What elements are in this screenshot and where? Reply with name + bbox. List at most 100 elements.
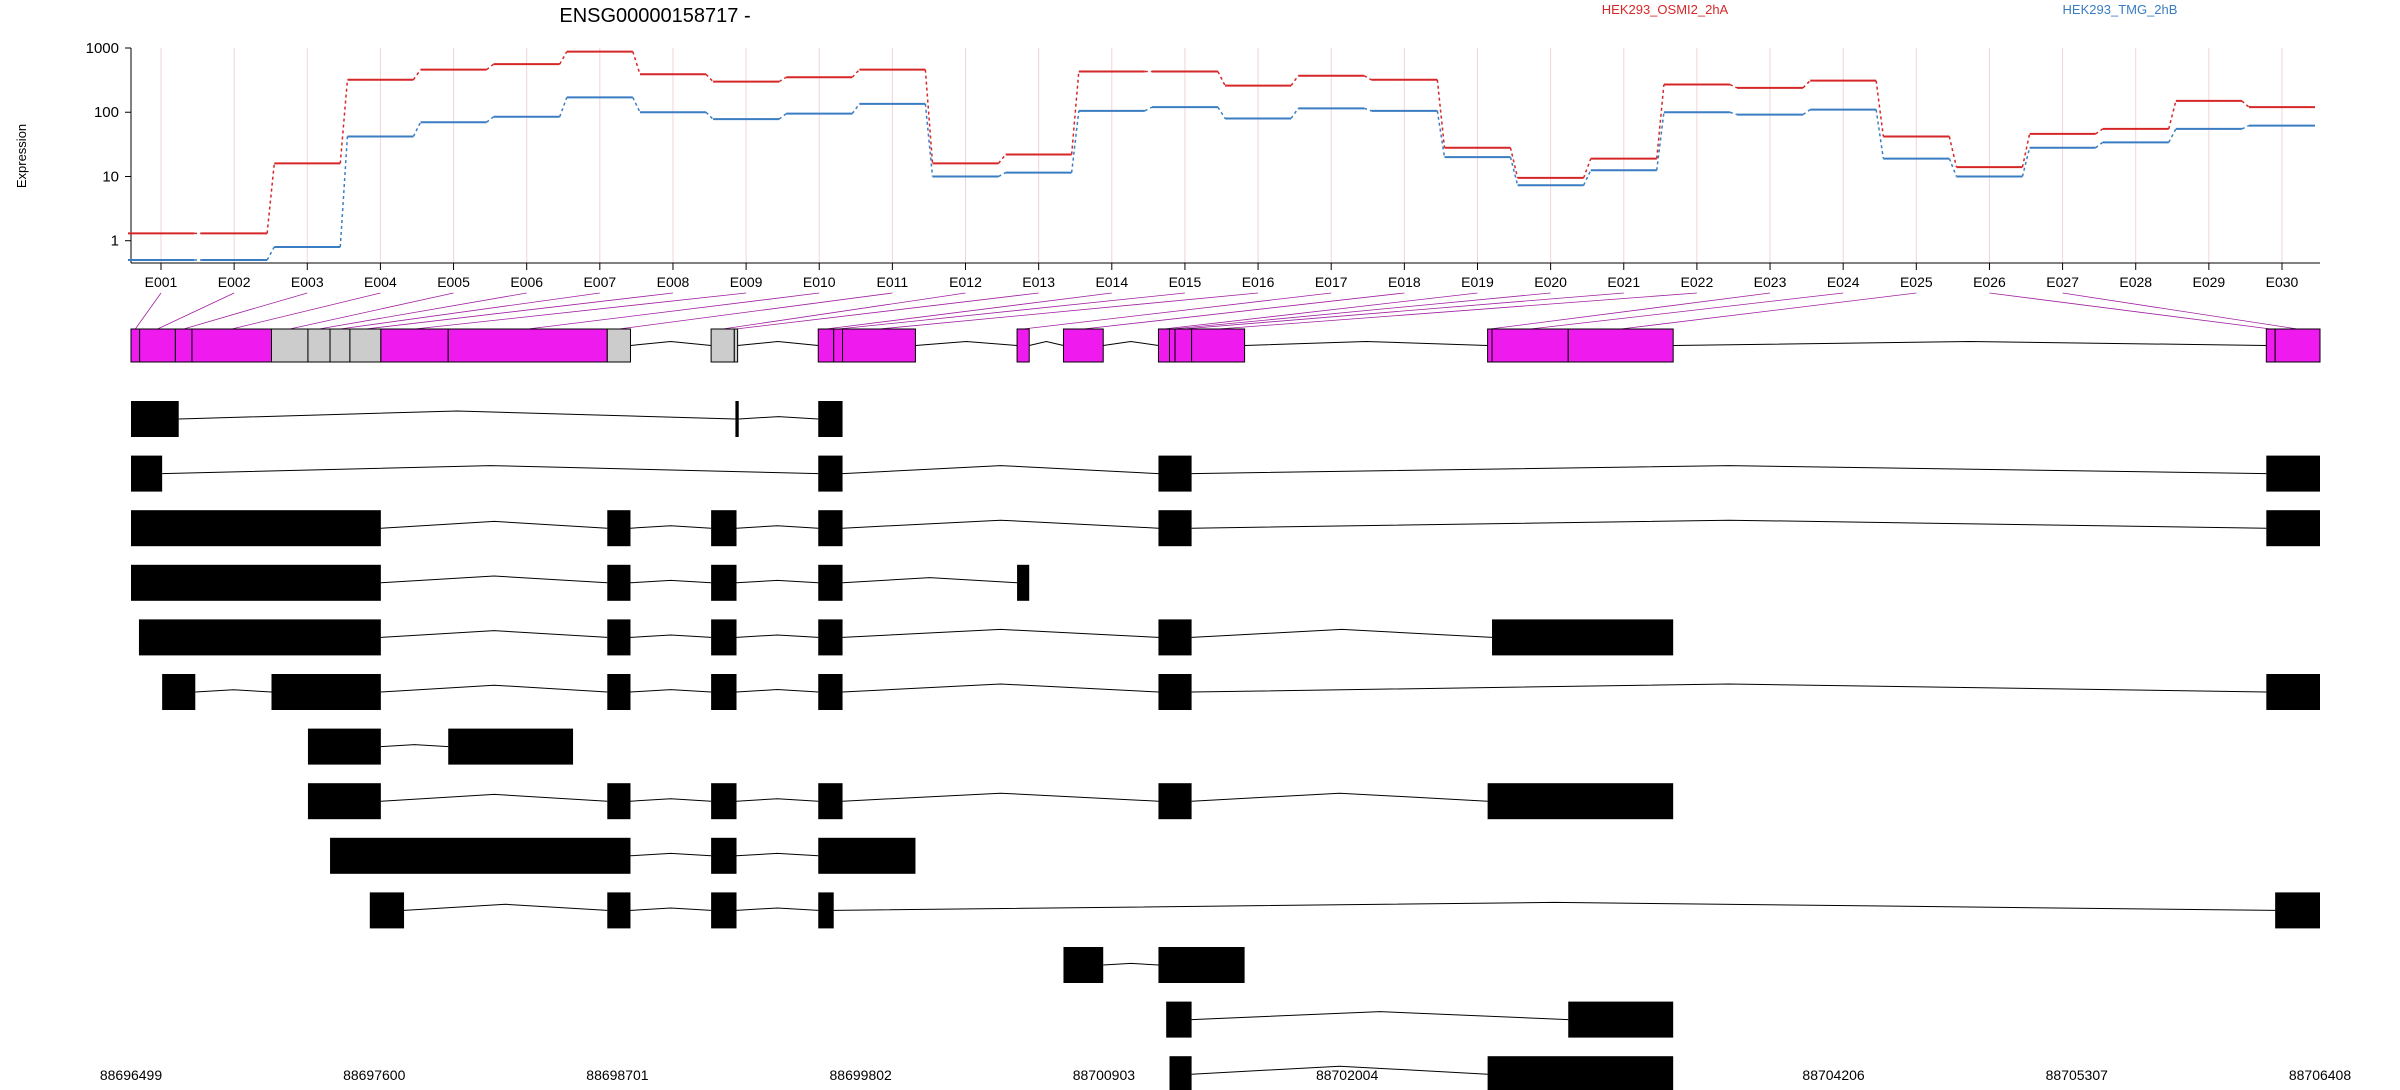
exon-bin (174, 328, 193, 363)
transcript-intron (842, 628, 1159, 638)
exon-connector (1989, 292, 2271, 330)
transcript-exon (1158, 510, 1192, 547)
exon-connector (231, 292, 381, 330)
legend-entry-tmg: HEK293_TMG_2hB (2063, 2, 2178, 17)
transcript-exon (818, 510, 843, 547)
transcript-exon (711, 510, 737, 547)
x-tick-label: E016 (1242, 274, 1275, 290)
coordinate-label: 88699802 (830, 1067, 893, 1083)
series-tmg-connector (1363, 107, 1372, 112)
transcript-intron (380, 520, 608, 529)
series-tmg-connector (632, 97, 641, 113)
transcript-exon (271, 674, 381, 710)
transcript-exon (818, 892, 834, 929)
x-tick-label: E017 (1315, 274, 1348, 290)
series-osmi2-connector (632, 51, 641, 75)
exon-connector (1183, 292, 1624, 330)
expression-series (128, 50, 2315, 262)
exon-bin (447, 328, 608, 363)
exon-bin (733, 328, 739, 363)
transcript-exon (1158, 947, 1245, 983)
exon-connector (722, 292, 966, 330)
exon-connector (735, 292, 1039, 330)
series-osmi2-connector (412, 69, 422, 81)
exon-bin (329, 328, 351, 363)
series-osmi2-connector (1948, 136, 1958, 168)
transcript-exon (162, 674, 196, 710)
exon-bin (1174, 328, 1193, 363)
coordinate-label: 88700903 (1073, 1067, 1136, 1083)
coordinate-label: 88698701 (586, 1067, 649, 1083)
transcript-exon (2266, 510, 2320, 547)
y-tick-label: 1000 (86, 40, 119, 57)
transcript-intron (630, 907, 712, 911)
transcript-intron (842, 577, 1018, 584)
coordinate-label: 88705307 (2046, 1067, 2109, 1083)
transcript-intron (842, 683, 1159, 693)
transcript-row (1166, 1001, 1674, 1038)
transcript-exon (711, 674, 737, 710)
x-tick-label: E002 (218, 274, 251, 290)
exon-connector (838, 292, 1185, 330)
transcript-exon (818, 455, 843, 492)
exon-connector (414, 292, 747, 330)
series-osmi2-connector (924, 69, 934, 164)
x-tick-label: E004 (364, 274, 397, 290)
exon-bin (842, 328, 916, 363)
exon-connector (2062, 292, 2298, 330)
exon-connector (1023, 292, 1332, 330)
transcript-exon (818, 783, 843, 820)
exon-connector (157, 292, 235, 330)
transcript-intron (1191, 465, 2267, 475)
transcript-exon (2266, 455, 2320, 492)
series-osmi2-connector (2241, 100, 2250, 108)
x-tick-label: E005 (437, 274, 470, 290)
intron-line (1673, 340, 2267, 346)
exon-connector (878, 292, 1259, 330)
transcript-intron (178, 410, 736, 420)
transcript-intron (736, 907, 819, 911)
transcript-exon (818, 837, 916, 874)
series-osmi2-connector (778, 76, 787, 83)
transcript-exon (1568, 1001, 1674, 1038)
series-osmi2-connector (1217, 71, 1226, 86)
exon-bin (1016, 328, 1030, 363)
transcript-intron (736, 634, 819, 638)
transcript-exon (1158, 619, 1192, 656)
transcript-intron (380, 793, 608, 802)
series-osmi2-connector (339, 79, 349, 164)
transcript-intron (1191, 683, 2267, 693)
transcript-intron (736, 689, 819, 693)
exon-connector (1530, 292, 1844, 330)
series-tmg-connector (1729, 111, 1738, 116)
exon-bin (2274, 328, 2321, 363)
coordinate-label: 88703105 (1559, 1067, 1622, 1083)
series-tmg-connector (266, 246, 275, 261)
intron-line (737, 340, 819, 346)
transcript-intron (195, 689, 272, 693)
transcript-intron (630, 689, 712, 693)
x-tick-label: E027 (2046, 274, 2079, 290)
transcript-exon (1063, 947, 1104, 983)
transcript-exon (1487, 1056, 1674, 1090)
transcript-intron (630, 852, 712, 857)
transcript-row (1063, 947, 1245, 983)
exon-bin (2265, 328, 2276, 363)
intron-line (915, 340, 1018, 346)
exon-connector (1163, 292, 1478, 330)
series-tmg-connector (924, 103, 934, 177)
exon-connector (1489, 292, 1771, 330)
transcript-row (307, 728, 574, 765)
exon-connector (289, 292, 454, 330)
x-tick-label: E028 (2119, 274, 2152, 290)
series-tmg-connector (486, 116, 495, 123)
exon-connector (527, 292, 820, 330)
x-tick-label: E019 (1461, 274, 1494, 290)
transcript-intron (380, 744, 449, 748)
transcript-exon (1158, 455, 1192, 492)
exon-connector (318, 292, 527, 330)
exon-bin (833, 328, 844, 363)
transcript-intron (630, 525, 712, 529)
x-tick-label: E024 (1827, 274, 1860, 290)
series-tmg-connector (778, 113, 787, 120)
